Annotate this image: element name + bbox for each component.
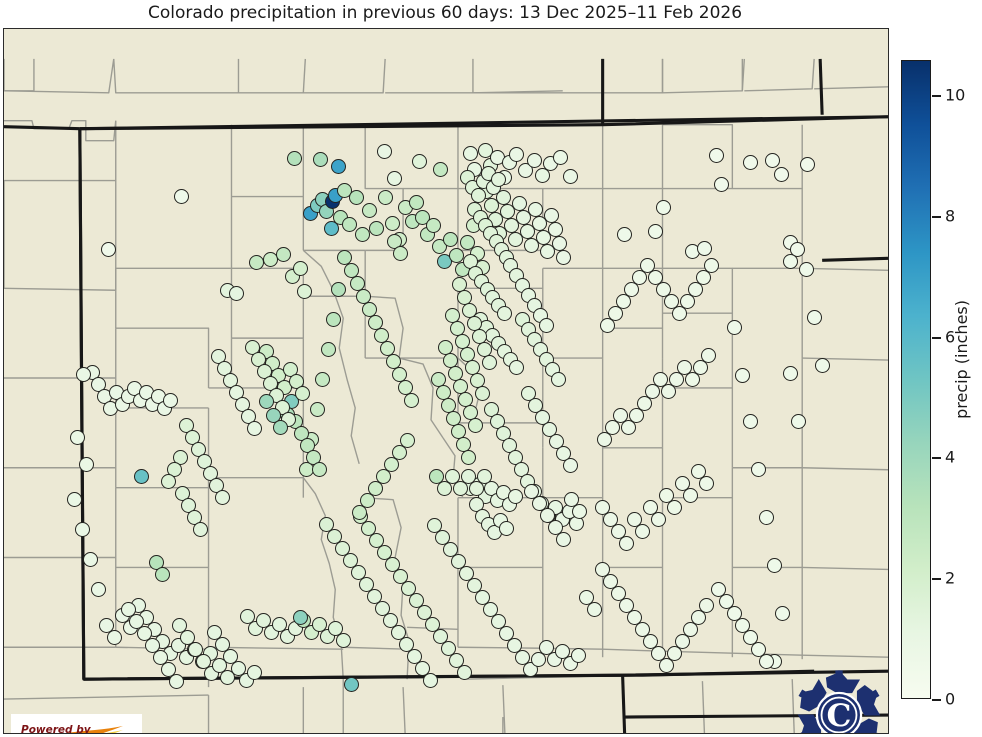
colorbar-tick-label-8: 8: [945, 206, 956, 226]
acis-swoosh: [66, 726, 123, 733]
state-borders: [4, 58, 888, 733]
colorbar-tick-label-4: 4: [945, 447, 956, 467]
colorbar-tick-0: [932, 699, 941, 701]
acis-logo: Powered by ACIS Regional Climate Centers: [11, 714, 142, 734]
colorbar[interactable]: 0 2 4 6 8 10: [901, 60, 965, 709]
map-panel[interactable]: Powered by ACIS Regional Climate Centers: [3, 28, 889, 734]
acis-wordmark: ACIS: [75, 730, 126, 734]
colorbar-tick-label-2: 2: [945, 568, 956, 588]
colorbar-tick-label-10: 10: [945, 85, 966, 105]
acis-powered-by-text: Powered by: [21, 724, 92, 734]
snowflake-logo: C: [793, 669, 885, 734]
colorbar-tick-label-0: 0: [945, 689, 956, 709]
colorbar-tick-10: [932, 95, 941, 98]
colorbar-axis-label: precip (inches): [952, 300, 971, 419]
colorbar-tick-2: [932, 578, 941, 581]
colorbar-tick-8: [932, 215, 941, 218]
colorbar-tick-label-6: 6: [945, 327, 956, 347]
map-geography: [4, 58, 888, 733]
county-borders: [4, 58, 888, 733]
colorbar-gradient: [901, 60, 931, 699]
snowflake-letter-c: C: [827, 698, 852, 734]
page-title: Colorado precipitation in previous 60 da…: [147, 3, 743, 23]
colorbar-tick-6: [932, 336, 941, 339]
colorbar-tick-4: [932, 457, 941, 460]
